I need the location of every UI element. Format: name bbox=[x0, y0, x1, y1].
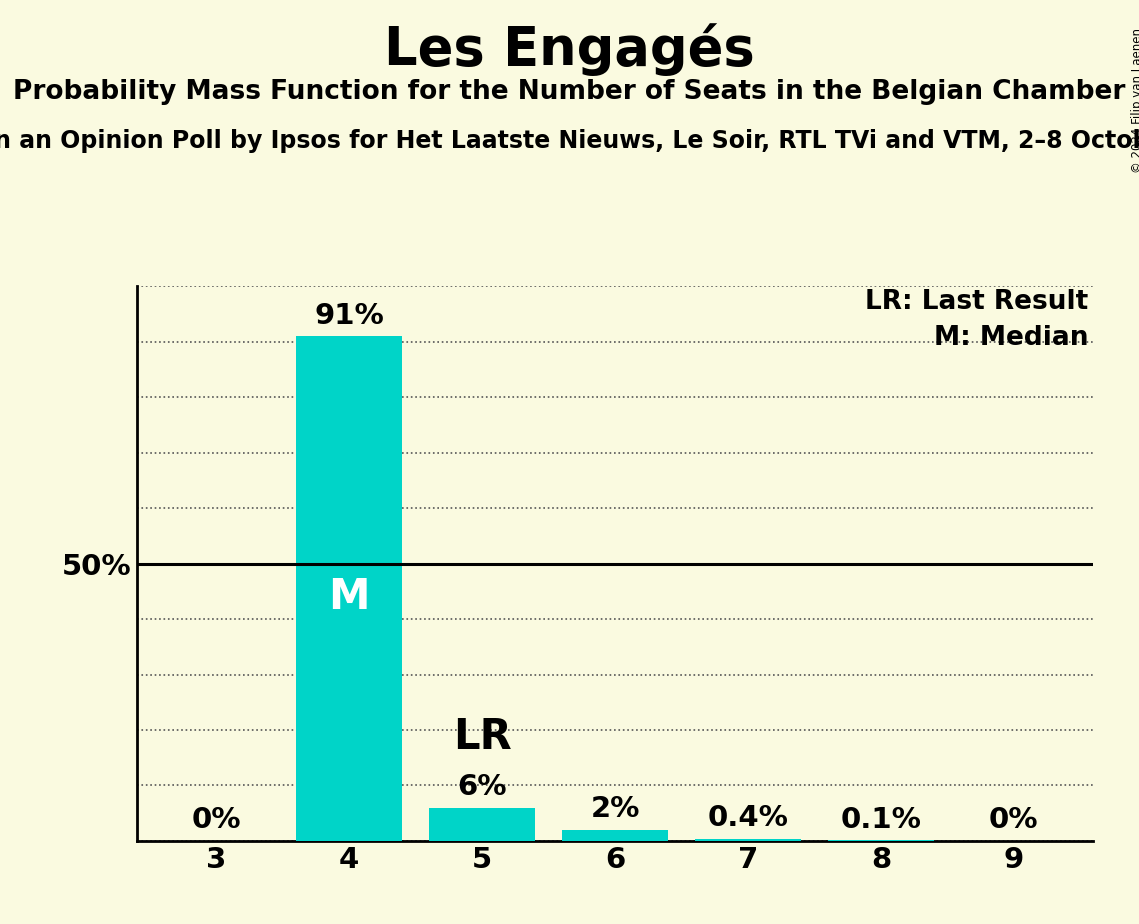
Text: LR: LR bbox=[453, 716, 511, 758]
Bar bbox=[695, 839, 801, 841]
Text: 0.4%: 0.4% bbox=[707, 804, 788, 832]
Text: 0%: 0% bbox=[989, 806, 1039, 834]
Text: 0.1%: 0.1% bbox=[841, 806, 921, 834]
Text: © 2024 Filip van Laenen: © 2024 Filip van Laenen bbox=[1131, 28, 1139, 173]
Text: | on an Opinion Poll by Ipsos for Het Laatste Nieuws, Le Soir, RTL TVi and VTM, : | on an Opinion Poll by Ipsos for Het La… bbox=[0, 129, 1139, 154]
Bar bbox=[562, 830, 669, 841]
Text: Les Engagés: Les Engagés bbox=[384, 23, 755, 76]
Bar bbox=[296, 336, 402, 841]
Text: 6%: 6% bbox=[458, 772, 507, 801]
Text: M: Median: M: Median bbox=[934, 325, 1089, 351]
Text: 2%: 2% bbox=[590, 795, 640, 823]
Text: 91%: 91% bbox=[314, 301, 384, 330]
Text: LR: Last Result: LR: Last Result bbox=[866, 289, 1089, 315]
Bar bbox=[429, 808, 535, 841]
Text: Probability Mass Function for the Number of Seats in the Belgian Chamber: Probability Mass Function for the Number… bbox=[14, 79, 1125, 104]
Text: 0%: 0% bbox=[191, 806, 241, 834]
Text: M: M bbox=[328, 576, 370, 618]
